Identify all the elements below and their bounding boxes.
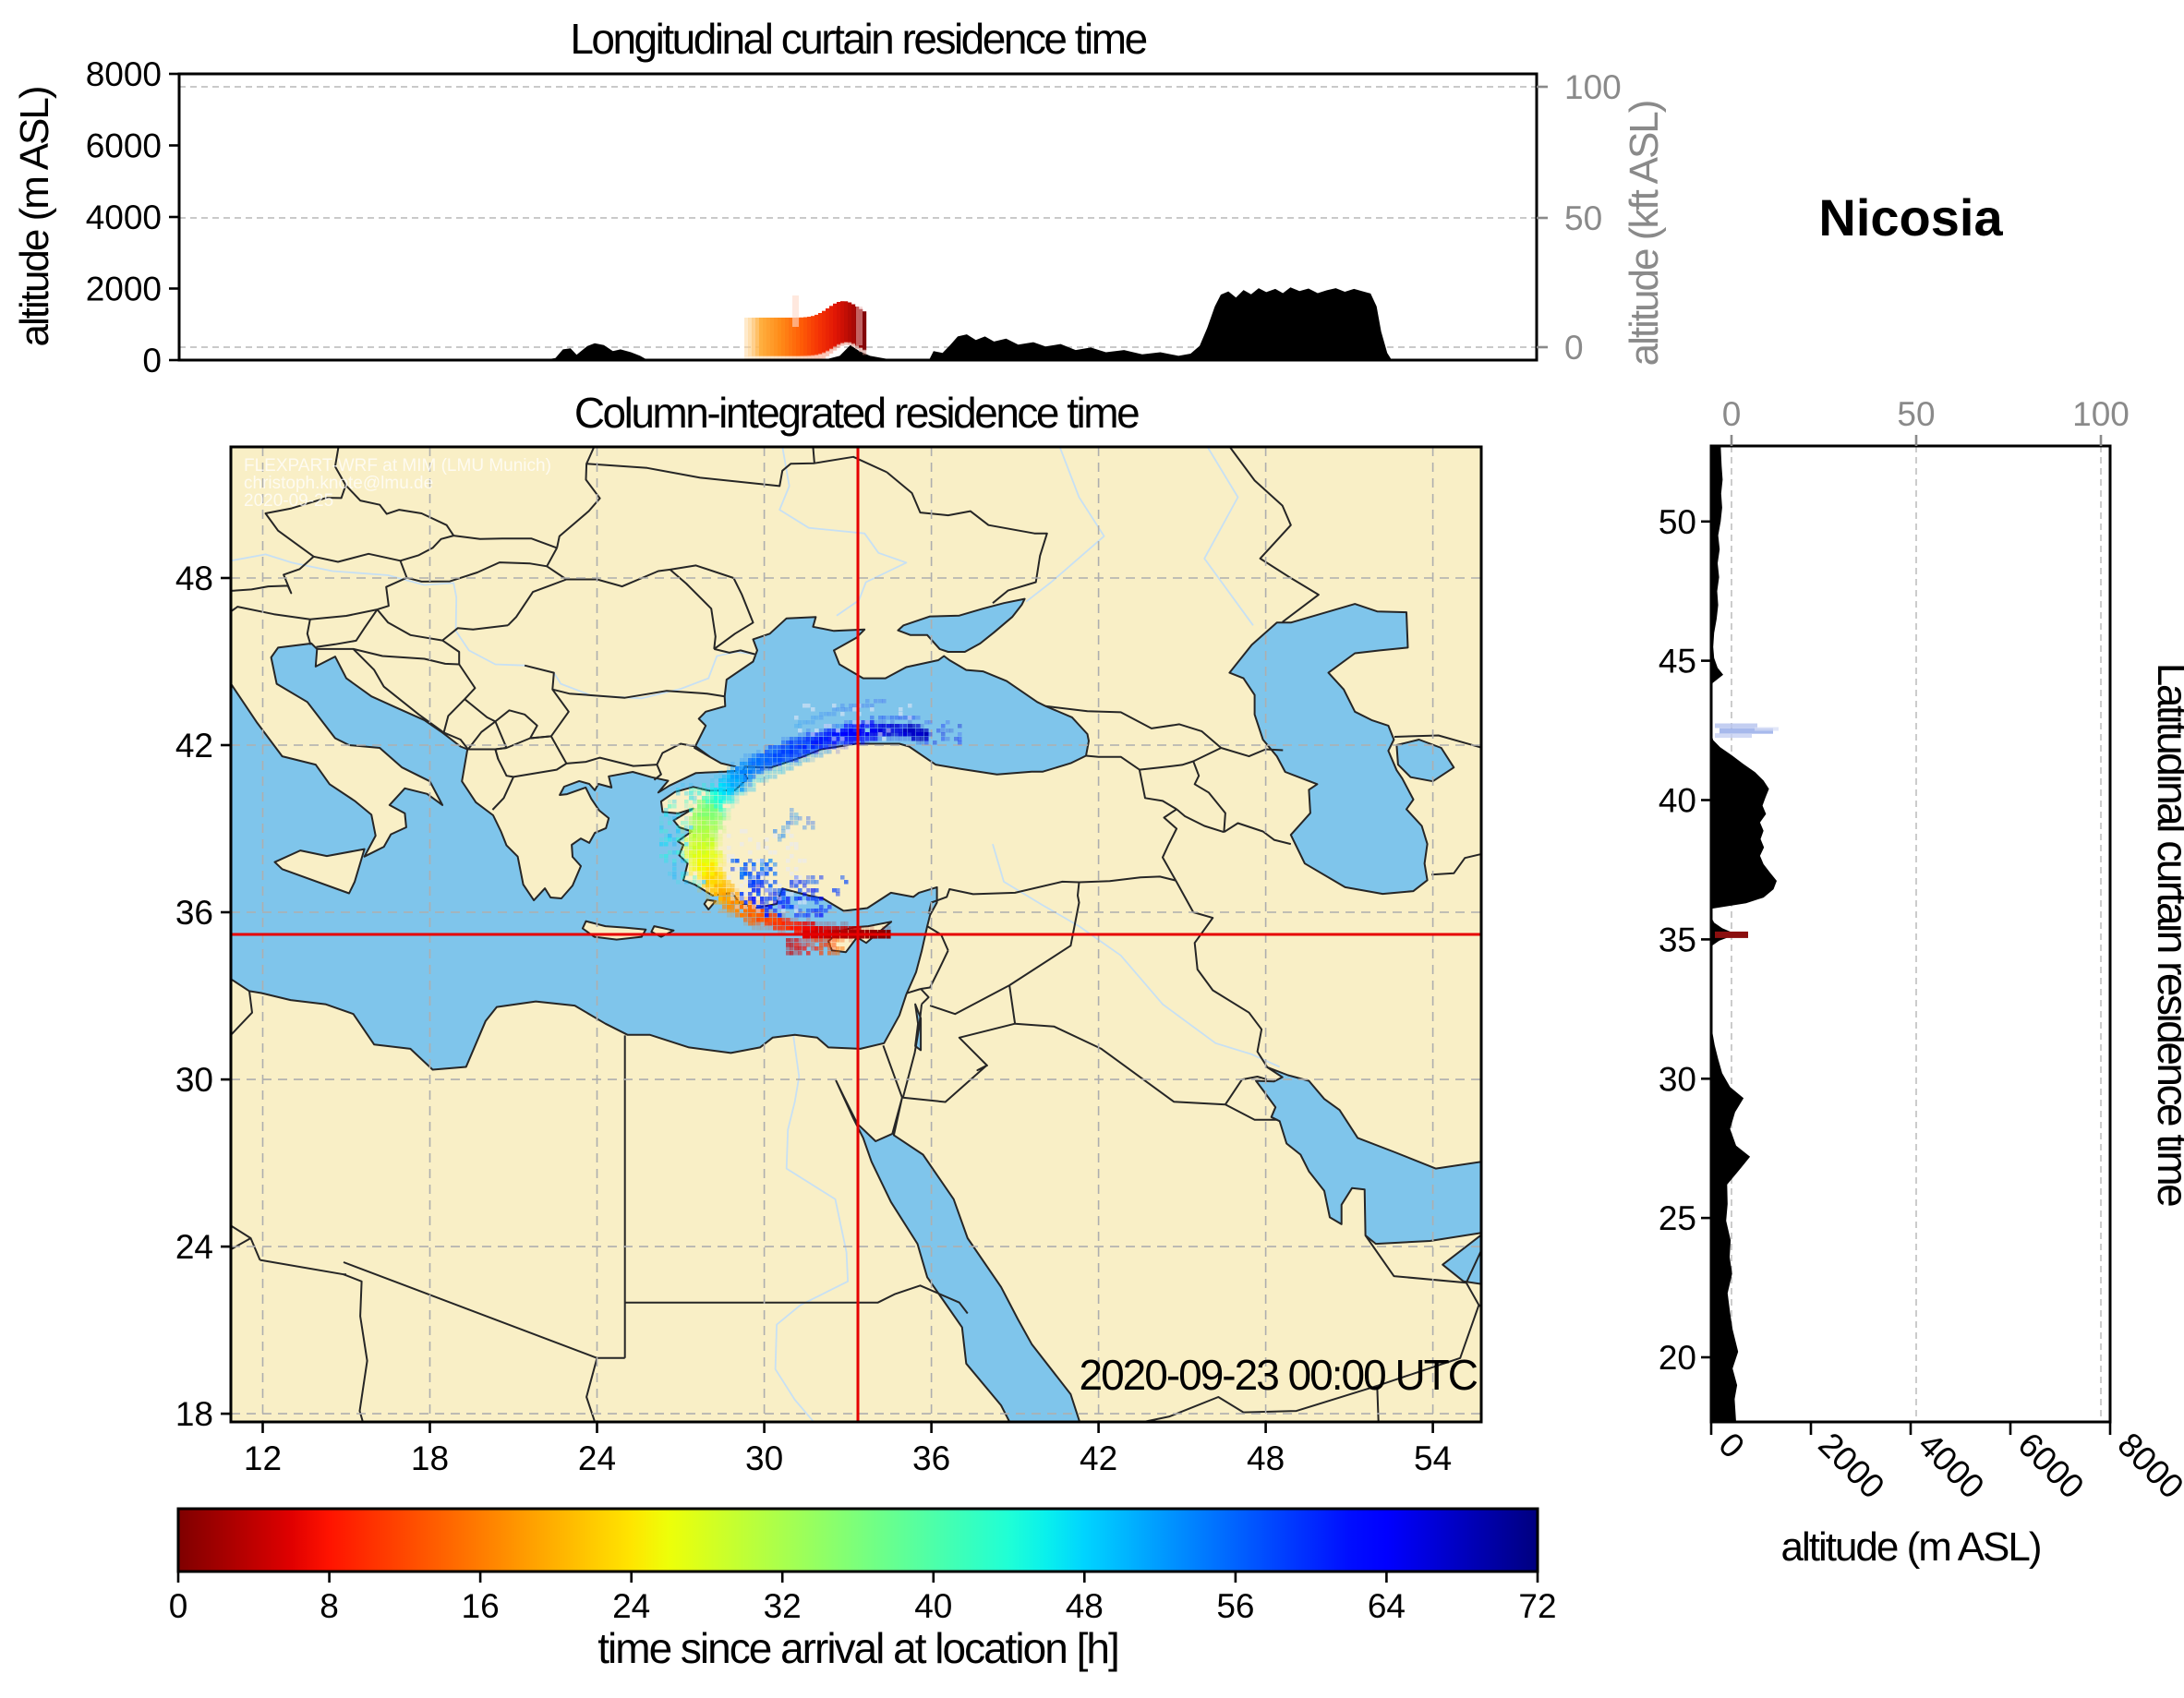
svg-text:18: 18 xyxy=(411,1439,449,1477)
svg-text:100: 100 xyxy=(2072,395,2130,433)
svg-text:16: 16 xyxy=(462,1587,500,1625)
svg-text:100: 100 xyxy=(1564,68,1622,106)
svg-text:42: 42 xyxy=(1080,1439,1117,1477)
svg-text:altitude (m ASL): altitude (m ASL) xyxy=(1780,1524,2040,1570)
svg-text:64: 64 xyxy=(1368,1587,1406,1625)
svg-text:Longitudinal curtain residence: Longitudinal curtain residence time xyxy=(570,15,1146,63)
svg-text:40: 40 xyxy=(1659,782,1696,820)
svg-text:48: 48 xyxy=(1247,1439,1285,1477)
svg-text:45: 45 xyxy=(1659,643,1696,680)
svg-text:48: 48 xyxy=(175,560,213,597)
svg-text:35: 35 xyxy=(1659,921,1696,958)
svg-text:42: 42 xyxy=(175,727,213,765)
svg-text:40: 40 xyxy=(914,1587,952,1625)
svg-text:18: 18 xyxy=(175,1395,213,1433)
svg-text:altitude (m ASL): altitude (m ASL) xyxy=(12,87,57,346)
svg-text:30: 30 xyxy=(745,1439,783,1477)
svg-text:36: 36 xyxy=(912,1439,950,1477)
svg-text:0: 0 xyxy=(1722,395,1742,433)
svg-text:32: 32 xyxy=(764,1587,802,1625)
svg-text:Nicosia: Nicosia xyxy=(1818,188,2003,247)
svg-text:56: 56 xyxy=(1216,1587,1254,1625)
svg-text:50: 50 xyxy=(1897,395,1935,433)
svg-text:0: 0 xyxy=(169,1587,188,1625)
svg-text:24: 24 xyxy=(612,1587,650,1625)
svg-text:8000: 8000 xyxy=(86,55,162,93)
svg-text:25: 25 xyxy=(1659,1199,1696,1237)
svg-text:50: 50 xyxy=(1564,199,1602,237)
svg-text:christoph.knote@lmu.de: christoph.knote@lmu.de xyxy=(244,474,433,493)
svg-text:2000: 2000 xyxy=(86,271,162,308)
svg-text:time since arrival at location: time since arrival at location [h] xyxy=(597,1624,1118,1672)
svg-text:54: 54 xyxy=(1414,1439,1452,1477)
svg-text:6000: 6000 xyxy=(86,127,162,165)
svg-text:12: 12 xyxy=(244,1439,282,1477)
svg-text:30: 30 xyxy=(175,1061,213,1099)
svg-text:8: 8 xyxy=(320,1587,339,1625)
svg-text:72: 72 xyxy=(1518,1587,1556,1625)
svg-text:Latitudinal curtain residence: Latitudinal curtain residence time xyxy=(2149,663,2184,1206)
svg-text:2020-09-23 00:00 UTC: 2020-09-23 00:00 UTC xyxy=(1079,1351,1477,1399)
svg-text:30: 30 xyxy=(1659,1060,1696,1098)
svg-text:FLEXPART-WRF at MIM (LMU Munic: FLEXPART-WRF at MIM (LMU Munich) xyxy=(244,456,551,476)
svg-text:4000: 4000 xyxy=(86,199,162,236)
svg-text:24: 24 xyxy=(175,1228,213,1266)
svg-text:48: 48 xyxy=(1066,1587,1104,1625)
svg-text:2020-09-25: 2020-09-25 xyxy=(244,491,333,511)
svg-text:20: 20 xyxy=(1659,1339,1696,1377)
svg-text:0: 0 xyxy=(1564,329,1584,367)
svg-text:50: 50 xyxy=(1659,503,1696,541)
svg-text:24: 24 xyxy=(578,1439,616,1477)
svg-text:altitude (kft ASL): altitude (kft ASL) xyxy=(1622,102,1667,367)
svg-text:0: 0 xyxy=(142,342,162,379)
svg-text:Column-integrated residence ti: Column-integrated residence time xyxy=(574,389,1139,437)
svg-text:36: 36 xyxy=(175,894,213,932)
